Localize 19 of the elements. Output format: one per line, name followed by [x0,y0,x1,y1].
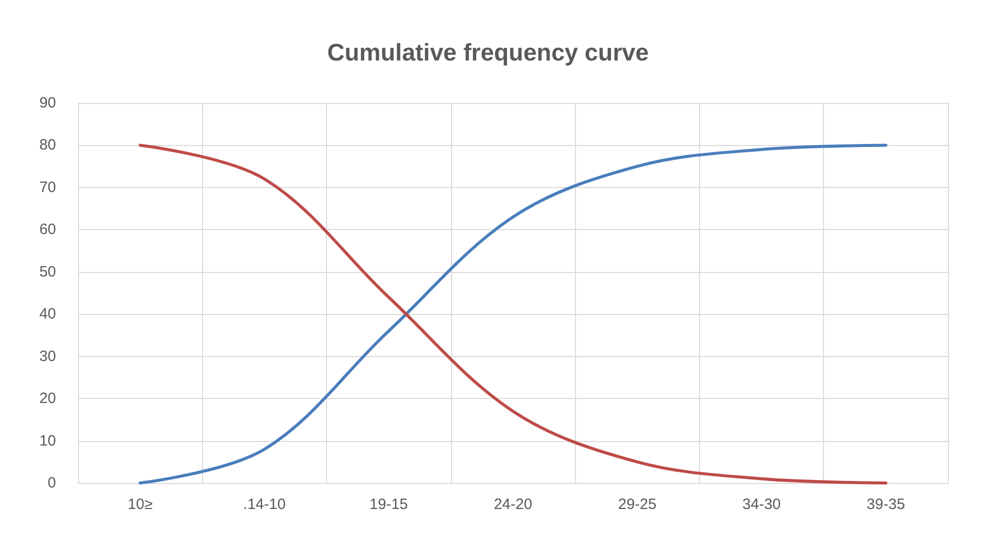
y-tick-label: 20 [39,390,56,408]
line-series [138,144,888,484]
y-tick-label: 30 [39,348,56,365]
y-tick-label: 80 [39,136,56,154]
y-tick-label: 50 [39,263,56,280]
y-tick-label: 0 [48,474,56,492]
x-tick-label: 24-20 [494,496,532,513]
x-tick-label: 29-25 [618,496,656,513]
x-tick-label: 19-15 [370,496,408,513]
x-tick-label: .14-10 [243,496,286,513]
y-tick-label: 40 [39,306,56,323]
x-tick-label: 34-30 [742,496,781,513]
y-tick-label: 70 [39,178,56,196]
chart-title: Cumulative frequency curve [327,40,649,66]
x-tick-label: 39-35 [866,496,906,513]
y-tick-label: 10 [39,432,56,450]
x-tick-label: 10≥ [128,496,153,513]
y-tick-label: 90 [39,94,56,112]
y-tick-label: 60 [39,221,56,238]
